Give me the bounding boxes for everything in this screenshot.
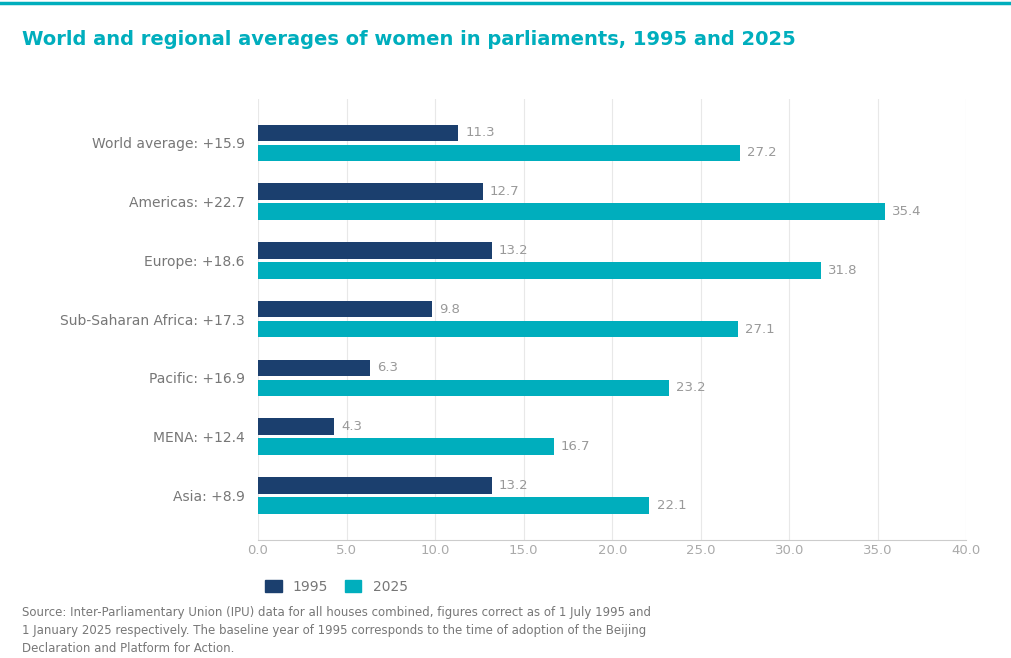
Text: 27.1: 27.1 <box>744 322 774 336</box>
Text: World and regional averages of women in parliaments, 1995 and 2025: World and regional averages of women in … <box>22 30 796 49</box>
Bar <box>258 124 458 141</box>
Text: Source: Inter-Parliamentary Union (IPU) data for all houses combined, figures co: Source: Inter-Parliamentary Union (IPU) … <box>22 606 651 655</box>
Text: 35.4: 35.4 <box>891 205 921 218</box>
Text: 11.3: 11.3 <box>465 126 494 139</box>
Bar <box>258 418 334 435</box>
Bar <box>258 321 737 338</box>
Bar <box>258 203 884 220</box>
Bar <box>258 145 739 161</box>
Text: 13.2: 13.2 <box>498 244 528 257</box>
Bar <box>258 262 821 278</box>
Bar <box>258 477 491 494</box>
Bar <box>258 497 649 514</box>
Text: 13.2: 13.2 <box>498 479 528 492</box>
Bar <box>258 301 432 317</box>
Text: 22.1: 22.1 <box>656 499 685 512</box>
Text: 6.3: 6.3 <box>376 361 397 374</box>
Text: 4.3: 4.3 <box>341 420 362 433</box>
Legend: 1995, 2025: 1995, 2025 <box>265 580 407 594</box>
Text: 12.7: 12.7 <box>489 185 520 198</box>
Bar <box>258 242 491 259</box>
Text: 27.2: 27.2 <box>746 146 775 159</box>
Bar <box>258 184 482 200</box>
Bar <box>258 438 553 455</box>
Bar <box>258 380 668 396</box>
Text: 16.7: 16.7 <box>560 440 589 453</box>
Text: 31.8: 31.8 <box>827 264 857 277</box>
Text: 9.8: 9.8 <box>439 303 459 316</box>
Text: 23.2: 23.2 <box>675 382 705 394</box>
Bar <box>258 360 369 376</box>
